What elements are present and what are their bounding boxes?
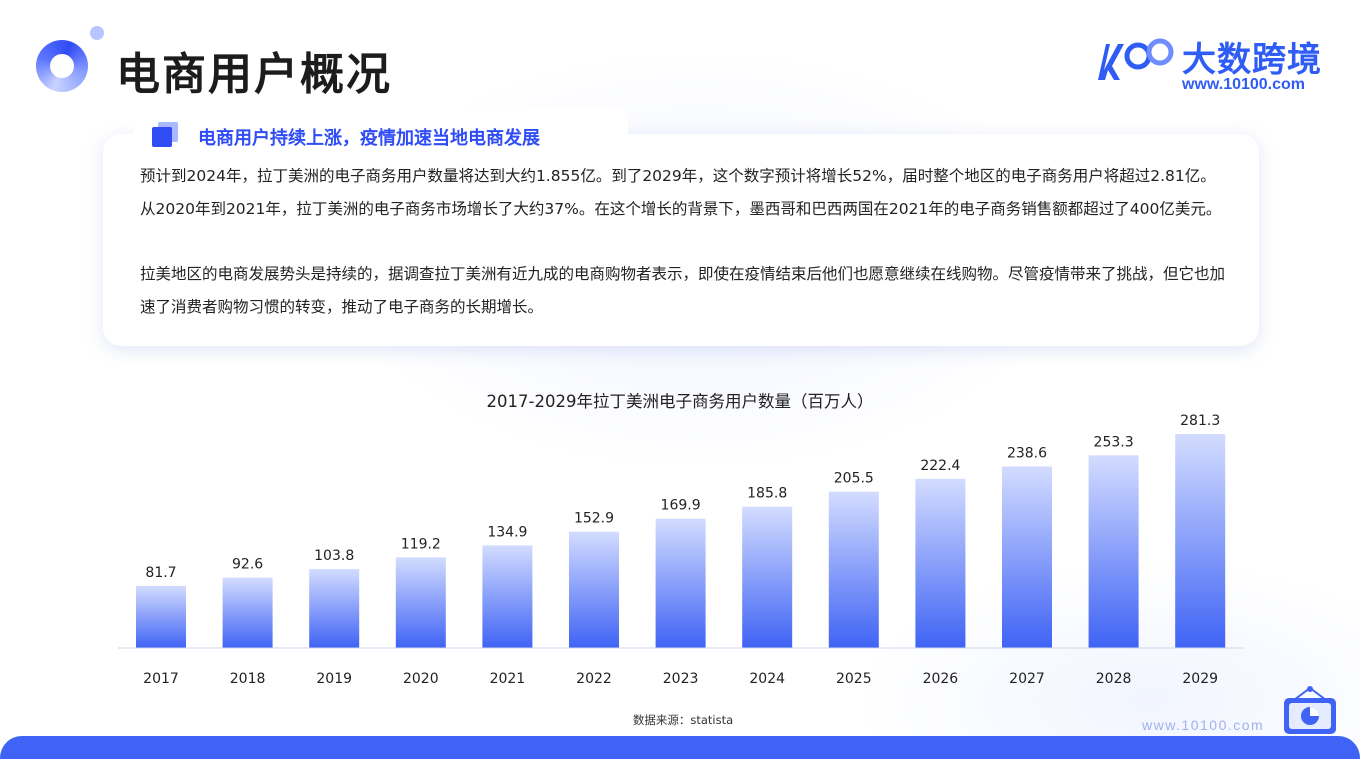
x-tick-2029: 2029	[1182, 671, 1218, 687]
data-label-2024: 185.8	[747, 486, 787, 502]
data-label-2020: 119.2	[401, 536, 441, 552]
square-stack-icon	[152, 122, 178, 148]
x-tick-2021: 2021	[490, 671, 526, 687]
subtitle-tab	[134, 108, 628, 154]
data-label-2021: 134.9	[487, 524, 527, 540]
bar-2026	[915, 478, 966, 648]
paragraph-2: 拉美地区的电商发展势头是持续的，据调查拉丁美洲有近九成的电商购物者表示，即使在疫…	[140, 265, 1226, 316]
x-tick-2017: 2017	[143, 671, 179, 687]
data-label-2028: 253.3	[1094, 434, 1134, 450]
x-tick-2025: 2025	[836, 671, 872, 687]
section-subtitle: 电商用户持续上涨，疫情加速当地电商发展	[198, 128, 540, 149]
x-tick-2020: 2020	[403, 671, 439, 687]
x-tick-2019: 2019	[316, 671, 352, 687]
bar-2025	[828, 491, 879, 648]
data-label-2025: 205.5	[834, 471, 874, 487]
bar-2021	[482, 545, 533, 648]
bar-2020	[395, 557, 446, 648]
pie-chart-board-icon	[1284, 686, 1336, 734]
bar-2023	[655, 518, 706, 648]
data-label-2027: 238.6	[1007, 445, 1047, 461]
chart-title: 2017-2029年拉丁美洲电子商务用户数量（百万人）	[486, 392, 874, 411]
data-label-2019: 103.8	[314, 548, 354, 564]
page-title: 电商用户概况	[116, 49, 392, 100]
brand-name: 大数跨境	[1182, 40, 1322, 80]
paragraph-1: 预计到2024年，拉丁美洲的电子商务用户数量将达到大约1.855亿。到了2029…	[140, 167, 1222, 218]
brand-url[interactable]: www.10100.com	[1182, 76, 1306, 93]
x-tick-2028: 2028	[1096, 671, 1132, 687]
brand-logo[interactable]: 大数跨境 www.10100.com	[1094, 32, 1334, 96]
bar-2017	[136, 585, 186, 648]
footer-bar	[0, 736, 1360, 759]
decor-dot-icon	[90, 26, 104, 40]
data-label-2029: 281.3	[1180, 413, 1220, 429]
data-label-2017: 81.7	[145, 565, 176, 581]
bar-2022	[569, 531, 619, 648]
x-tick-2026: 2026	[923, 671, 959, 687]
content-card	[103, 134, 1259, 346]
bar-2028	[1088, 455, 1139, 648]
bar-2018	[222, 577, 273, 648]
data-label-2022: 152.9	[574, 511, 614, 527]
data-label-2023: 169.9	[661, 498, 701, 514]
bar-2027	[1002, 466, 1052, 648]
brand-mark-icon	[1098, 38, 1174, 80]
x-tick-2024: 2024	[749, 671, 785, 687]
x-tick-2018: 2018	[230, 671, 266, 687]
data-label-2018: 92.6	[232, 557, 263, 573]
x-tick-2023: 2023	[663, 671, 699, 687]
section-logo-icon	[36, 40, 88, 92]
footer-url[interactable]: www.10100.com	[1142, 717, 1265, 733]
data-source: 数据来源：statista	[632, 713, 734, 727]
x-tick-2022: 2022	[576, 671, 612, 687]
x-tick-2027: 2027	[1009, 671, 1045, 687]
bar-2019	[309, 569, 360, 648]
bar-2024	[742, 506, 793, 648]
bar-2029	[1175, 434, 1226, 648]
data-label-2026: 222.4	[920, 458, 960, 474]
